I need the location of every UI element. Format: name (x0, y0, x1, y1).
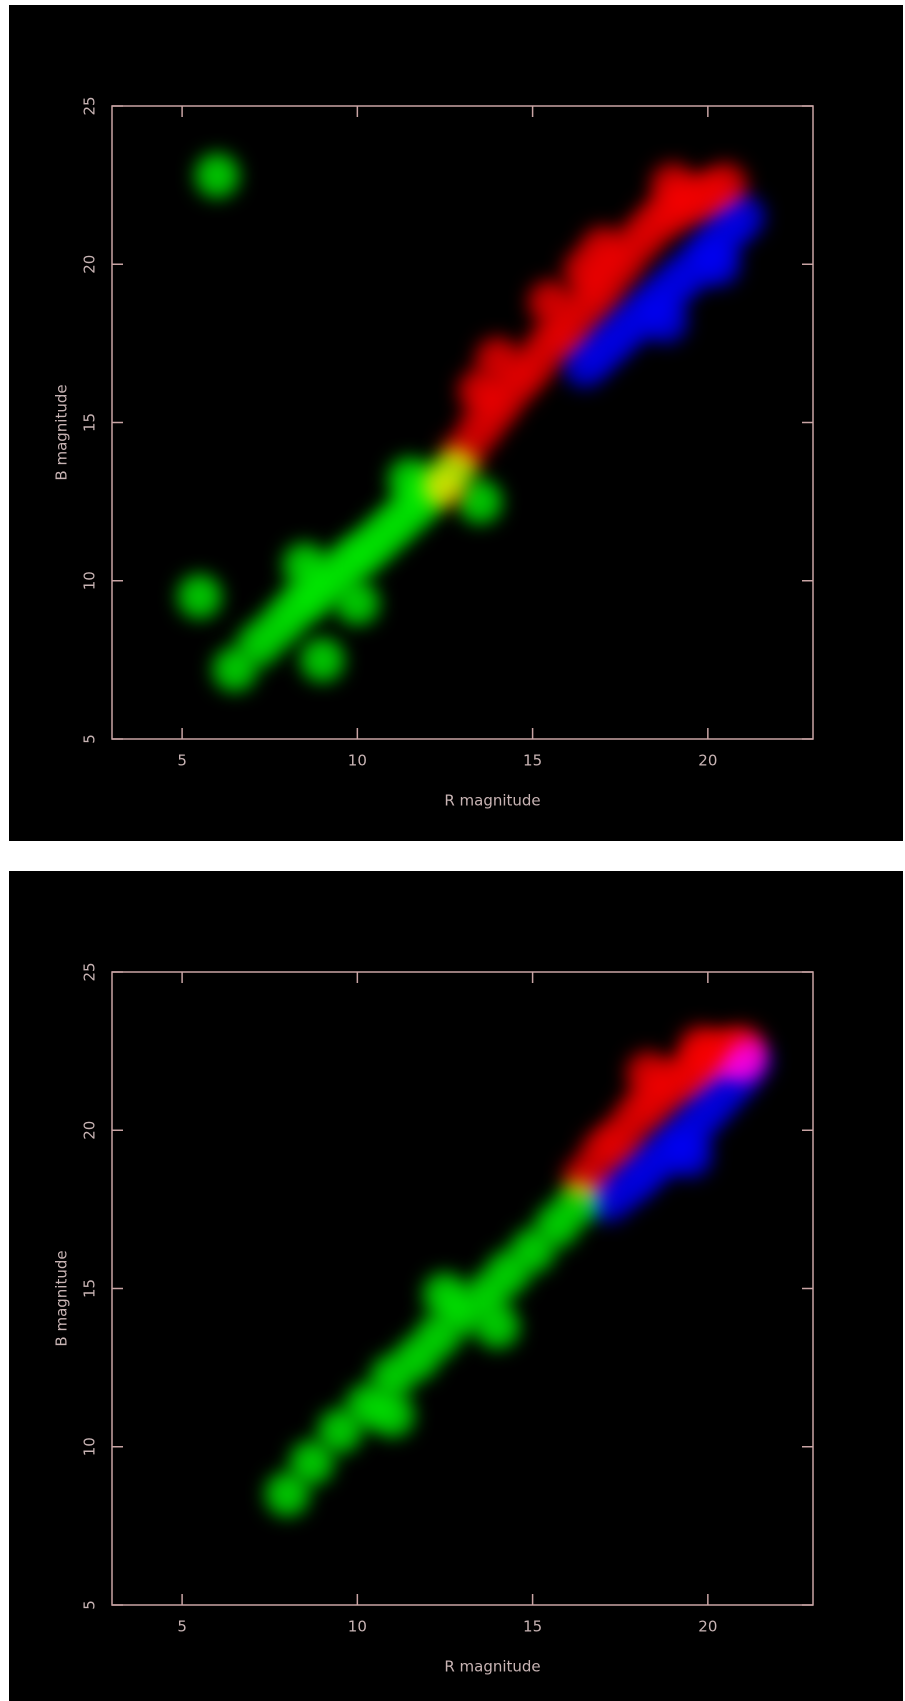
plot-area (177, 153, 765, 692)
y-tick-label: 25 (81, 962, 99, 981)
point (678, 1025, 723, 1070)
point (289, 1440, 334, 1485)
x-tick-label: 20 (698, 1618, 717, 1636)
point (563, 248, 608, 293)
point (422, 1272, 467, 1317)
point (387, 457, 432, 502)
x-axis-label: R magnitude (444, 792, 540, 810)
x-tick-label: 10 (348, 752, 367, 770)
point (727, 1038, 772, 1083)
point (626, 1051, 671, 1096)
x-tick-label: 15 (523, 1618, 542, 1636)
y-axis-label: B magnitude (53, 1250, 71, 1346)
y-tick-label: 10 (81, 571, 99, 590)
point (370, 1393, 415, 1438)
point (720, 194, 765, 239)
y-tick-label: 5 (81, 1600, 99, 1610)
point (282, 542, 327, 587)
point (650, 163, 695, 208)
y-tick-label: 20 (81, 1121, 99, 1140)
point (458, 479, 503, 524)
point (300, 637, 345, 682)
point (668, 1133, 713, 1178)
y-tick-label: 5 (81, 734, 99, 744)
y-axis-label: B magnitude (53, 384, 71, 480)
x-tick-label: 5 (177, 752, 187, 770)
chart: 5 10 15 20 5 10 15 20 25 R magnitude B magnitude (53, 96, 814, 810)
x-tick-label: 20 (698, 752, 717, 770)
point (335, 580, 380, 625)
point (643, 299, 688, 344)
x-tick-label: 5 (177, 1618, 187, 1636)
y-tick-label: 15 (81, 1279, 99, 1298)
x-tick-label: 10 (348, 1618, 367, 1636)
point (265, 1472, 310, 1517)
panel-background (9, 5, 903, 841)
point (475, 1304, 520, 1349)
point (195, 153, 240, 198)
x-axis-label: R magnitude (444, 1658, 540, 1676)
x-tick-label: 15 (523, 752, 542, 770)
point (458, 368, 503, 413)
y-tick-label: 20 (81, 255, 99, 274)
y-tick-label: 10 (81, 1437, 99, 1456)
point (696, 242, 741, 287)
point (317, 1408, 362, 1453)
point (528, 280, 573, 325)
y-tick-label: 25 (81, 96, 99, 115)
y-tick-label: 15 (81, 413, 99, 432)
chart: 5 10 15 20 5 10 15 20 25 R magnitude B magnitude (53, 962, 814, 1676)
plot-area (265, 1025, 772, 1517)
point (177, 574, 222, 619)
